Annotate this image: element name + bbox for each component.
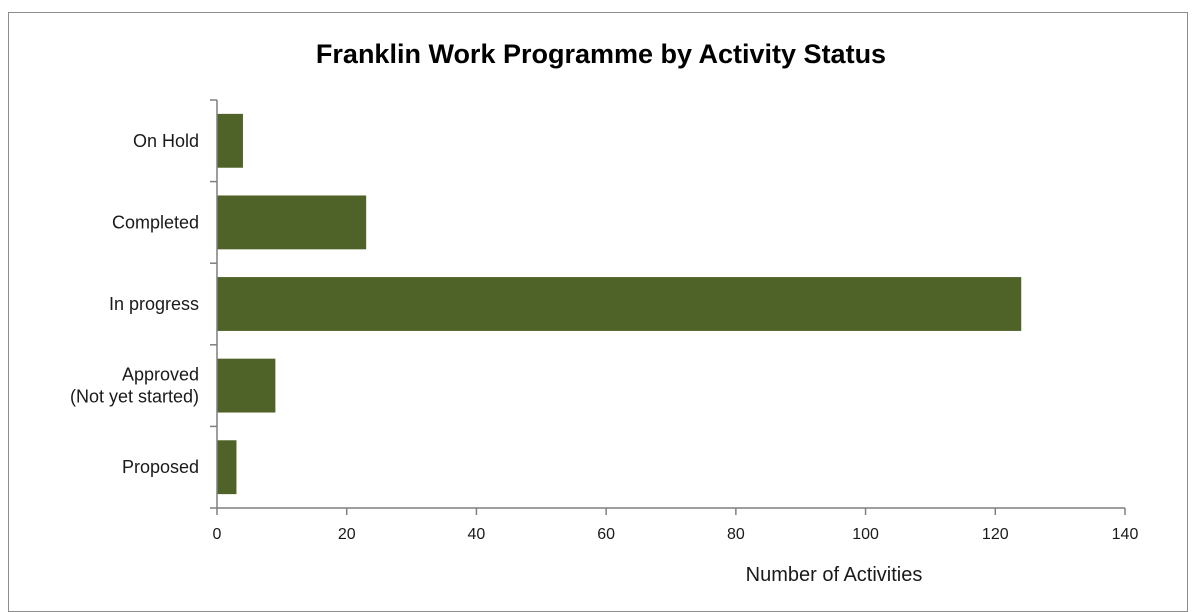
bar-1 — [217, 195, 367, 250]
axes — [210, 99, 1126, 515]
category-label-2: In progress — [109, 294, 199, 314]
category-label-3-line-0: Approved — [122, 365, 199, 385]
x-tick-label-5: 100 — [852, 526, 879, 543]
x-tick-label-7: 140 — [1112, 526, 1139, 543]
bar-3 — [217, 358, 276, 413]
x-tick-label-3: 60 — [597, 526, 615, 543]
bars — [217, 113, 1022, 495]
bar-0 — [217, 113, 243, 168]
bar-chart: Franklin Work Programme by Activity Stat… — [70, 39, 1139, 586]
x-tick-label-0: 0 — [213, 526, 222, 543]
x-tick-label-4: 80 — [727, 526, 745, 543]
category-labels: On Hold Completed In progress Approved(Not … — [70, 131, 199, 477]
x-tick-label-6: 120 — [982, 526, 1009, 543]
chart-title: Franklin Work Programme by Activity Stat… — [316, 39, 886, 69]
bar-2 — [217, 277, 1022, 331]
x-tick-label-2: 40 — [468, 526, 486, 543]
category-label-3-line-1: (Not yet started) — [70, 387, 199, 407]
x-axis-title: Number of Activities — [746, 564, 923, 586]
category-label-0: On Hold — [133, 131, 199, 151]
bar-4 — [217, 440, 237, 495]
tick-labels: 0 20 40 60 80 100 120 140 — [213, 526, 1139, 543]
category-label-4: Proposed — [122, 457, 199, 477]
category-label-1: Completed — [112, 212, 199, 232]
x-tick-label-1: 20 — [338, 526, 356, 543]
